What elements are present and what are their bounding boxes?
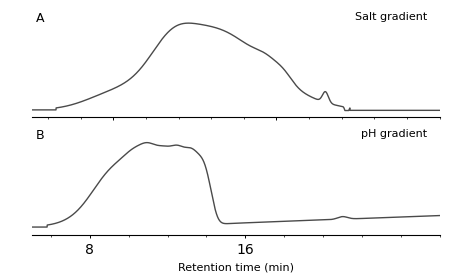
Text: pH gradient: pH gradient (361, 129, 428, 139)
Text: Salt gradient: Salt gradient (355, 12, 428, 22)
Text: A: A (36, 12, 44, 25)
X-axis label: Retention time (min): Retention time (min) (178, 262, 294, 272)
Text: B: B (36, 129, 44, 142)
